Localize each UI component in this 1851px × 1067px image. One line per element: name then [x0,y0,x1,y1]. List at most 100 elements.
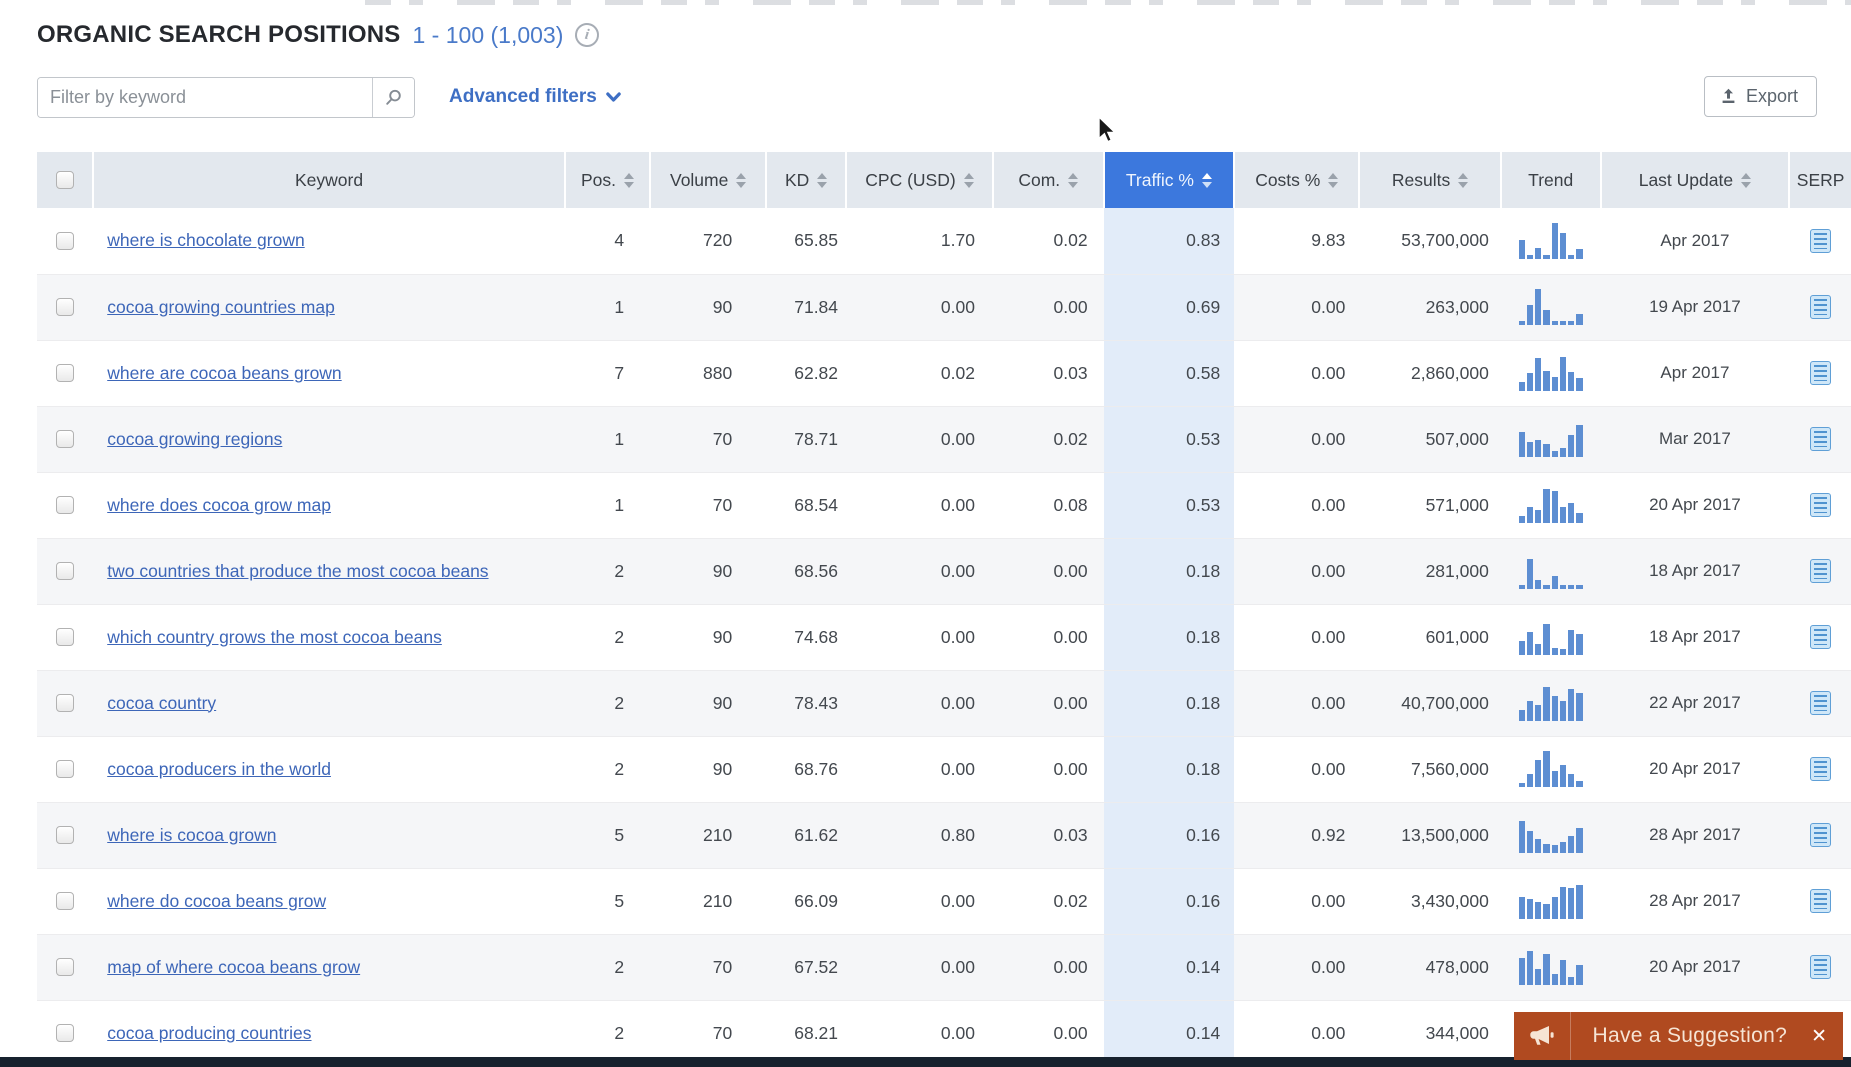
kd-value: 68.76 [766,736,847,803]
suggestion-banner-text: Have a Suggestion? [1592,1024,1788,1047]
info-icon[interactable]: i [573,21,601,49]
column-header-results[interactable]: Results [1358,152,1501,208]
costs-value: 0.00 [1234,472,1360,539]
row-checkbox[interactable] [56,760,75,778]
advanced-filters-link[interactable]: Advanced filters [449,86,621,108]
results-value: 7,560,000 [1359,736,1501,803]
row-checkbox[interactable] [56,430,75,448]
pos-value: 2 [564,538,651,605]
costs-value: 0.00 [1234,670,1360,737]
last-update-value: 18 Apr 2017 [1600,538,1790,605]
serp-icon[interactable] [1809,757,1831,781]
traffic-value: 0.58 [1103,340,1235,407]
organic-positions-table: Keyword Pos. Volume KD [37,152,1851,1067]
keyword-link[interactable]: where does cocoa grow map [107,494,331,515]
row-checkbox[interactable] [56,958,75,976]
keyword-link[interactable]: cocoa growing countries map [107,296,335,317]
search-button[interactable] [372,77,414,117]
search-icon [386,89,401,105]
volume-value: 70 [650,934,767,1001]
last-update-value: 22 Apr 2017 [1600,670,1790,737]
column-header-pos[interactable]: Pos. [563,152,651,208]
serp-icon[interactable] [1809,493,1831,517]
pos-value: 4 [564,208,651,275]
row-checkbox[interactable] [56,364,75,382]
traffic-value: 0.53 [1103,406,1235,473]
export-button[interactable]: Export [1703,76,1817,117]
select-all-checkbox[interactable] [55,171,74,189]
com-value: 0.00 [992,736,1104,803]
table-body: where is chocolate grown 4 720 65.85 1.70 0.0… [37,208,1851,1067]
pos-value: 5 [564,868,651,935]
column-header-cpc[interactable]: CPC (USD) [845,152,993,208]
results-value: 263,000 [1359,274,1501,341]
trend-sparkline [1518,949,1583,985]
results-value: 601,000 [1359,604,1501,671]
serp-icon[interactable] [1809,889,1831,913]
serp-icon[interactable] [1809,691,1831,715]
serp-icon[interactable] [1809,295,1831,319]
last-update-value: 28 Apr 2017 [1600,868,1790,935]
traffic-value: 0.83 [1103,208,1235,275]
keyword-link[interactable]: two countries that produce the most coco… [107,560,489,581]
last-update-value: 20 Apr 2017 [1600,934,1790,1001]
keyword-link[interactable]: cocoa producers in the world [107,758,331,779]
sort-icon [1328,172,1339,188]
cpc-value: 0.00 [846,736,993,803]
table-row: cocoa growing regions 1 70 78.71 0.00 0.02 0.5… [37,406,1851,473]
trend-sparkline [1518,355,1583,391]
column-header-volume[interactable]: Volume [649,152,767,208]
serp-icon[interactable] [1809,559,1831,583]
column-header-last-update[interactable]: Last Update [1599,152,1790,208]
filter-keyword-input[interactable] [38,77,372,117]
serp-icon[interactable] [1809,228,1831,253]
column-header-kd[interactable]: KD [765,152,847,208]
results-value: 571,000 [1359,472,1501,539]
traffic-value: 0.16 [1103,802,1235,869]
keyword-link[interactable]: where do cocoa beans grow [107,890,327,911]
row-checkbox[interactable] [56,1024,75,1042]
serp-icon[interactable] [1809,823,1831,847]
keyword-link[interactable]: map of where cocoa beans grow [107,956,361,977]
volume-value: 70 [650,1000,767,1067]
results-value: 13,500,000 [1359,802,1501,869]
serp-icon[interactable] [1809,361,1831,385]
costs-value: 9.83 [1234,208,1360,275]
row-checkbox[interactable] [56,496,75,514]
table-row: map of where cocoa beans grow 2 70 67.52 0.0… [37,934,1851,1001]
column-header-com[interactable]: Com. [991,152,1104,208]
kd-value: 78.71 [766,406,847,473]
column-header-traffic[interactable]: Traffic % [1102,152,1235,208]
table-row: where do cocoa beans grow 5 210 66.09 0.00 0.… [37,868,1851,935]
table-row: where is cocoa grown 5 210 61.62 0.80 0.03 0.1… [37,802,1851,869]
row-checkbox[interactable] [56,892,75,910]
results-value: 2,860,000 [1359,340,1501,407]
serp-icon[interactable] [1809,427,1831,451]
close-icon[interactable]: ✕ [1811,1025,1827,1047]
column-header-costs[interactable]: Costs % [1233,152,1360,208]
keyword-link[interactable]: cocoa growing regions [107,428,283,449]
row-checkbox[interactable] [56,826,75,844]
export-label: Export [1745,86,1798,106]
serp-icon[interactable] [1809,955,1831,979]
traffic-value: 0.53 [1103,472,1235,539]
row-checkbox[interactable] [56,628,75,646]
trend-sparkline [1518,883,1583,919]
cpc-value: 0.02 [846,340,993,407]
keyword-link[interactable]: where is cocoa grown [107,824,277,845]
keyword-link[interactable]: where are cocoa beans grown [107,362,342,383]
keyword-link[interactable]: cocoa producing countries [107,1022,312,1043]
keyword-link[interactable]: cocoa country [107,692,217,713]
suggestion-banner[interactable]: Have a Suggestion? ✕ [1513,1012,1843,1060]
keyword-link[interactable]: where is chocolate grown [107,230,305,251]
serp-icon[interactable] [1809,625,1831,649]
com-value: 0.00 [992,538,1104,605]
volume-value: 90 [650,736,767,803]
keyword-link[interactable]: which country grows the most cocoa beans [107,626,442,647]
row-checkbox[interactable] [56,298,75,316]
row-checkbox[interactable] [56,562,75,580]
row-checkbox[interactable] [56,231,75,250]
row-checkbox[interactable] [56,694,75,712]
trend-sparkline [1518,289,1583,325]
traffic-value: 0.14 [1103,1000,1235,1067]
